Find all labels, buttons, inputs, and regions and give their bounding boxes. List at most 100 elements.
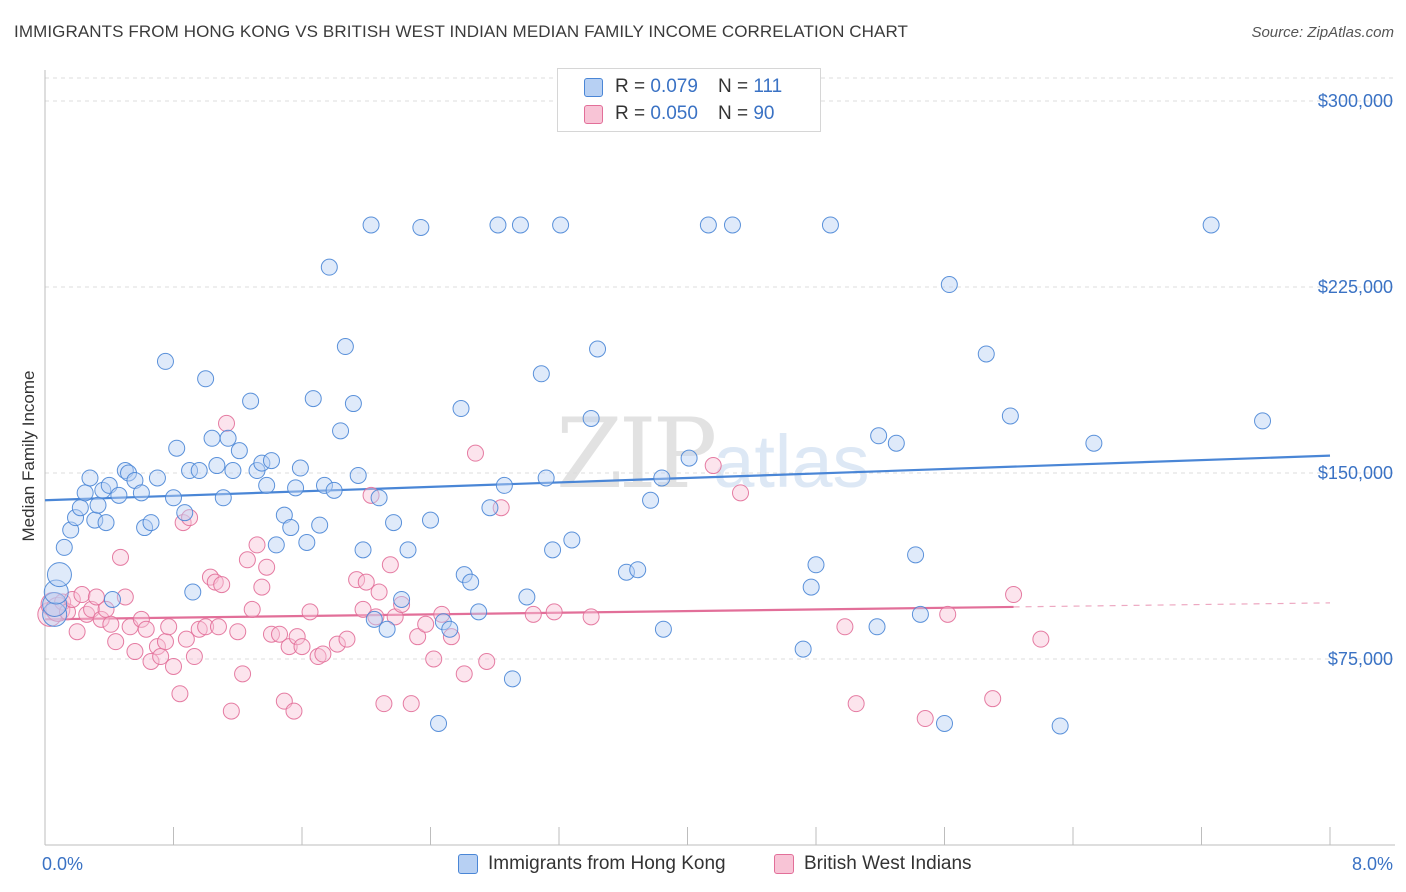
point-british-west-indians-80 xyxy=(545,603,563,621)
point-hong-kong-4 xyxy=(55,538,73,556)
point-hong-kong-46 xyxy=(287,479,305,497)
point-british-west-indians-36 xyxy=(209,618,227,636)
point-hong-kong-61 xyxy=(370,489,388,507)
point-hong-kong-102 xyxy=(887,434,905,452)
point-hong-kong-95 xyxy=(723,216,741,234)
point-hong-kong-30 xyxy=(190,462,208,480)
legend-swatch-blue xyxy=(584,77,603,97)
y-tick-label-0: $75,000 xyxy=(1328,649,1393,669)
point-hong-kong-86 xyxy=(582,409,600,427)
point-british-west-indians-66 xyxy=(381,556,399,574)
point-british-west-indians-37 xyxy=(213,576,231,594)
point-british-west-indians-51 xyxy=(285,702,303,720)
point-hong-kong-49 xyxy=(304,390,322,408)
point-hong-kong-64 xyxy=(393,590,411,608)
point-hong-kong-67 xyxy=(422,511,439,529)
point-british-west-indians-46 xyxy=(258,558,276,576)
point-british-west-indians-85 xyxy=(847,695,865,713)
x-tick-label-end: 8.0% xyxy=(1352,854,1393,874)
point-hong-kong-43 xyxy=(267,536,285,554)
point-hong-kong-55 xyxy=(336,338,354,356)
point-british-west-indians-15 xyxy=(111,548,129,566)
gridlines xyxy=(45,77,1395,660)
legend-n-label: N = xyxy=(717,76,749,97)
point-british-west-indians-89 xyxy=(1005,586,1023,604)
point-british-west-indians-68 xyxy=(393,595,411,613)
point-hong-kong-83 xyxy=(544,541,562,559)
point-british-west-indians-71 xyxy=(417,615,435,633)
watermark: ZIPatlas xyxy=(556,398,870,510)
chart-title: IMMIGRANTS FROM HONG KONG VS BRITISH WES… xyxy=(14,22,909,41)
point-hong-kong-13 xyxy=(97,514,115,532)
y-axis-label: Median Family Income xyxy=(19,370,38,541)
point-british-west-indians-40 xyxy=(229,623,247,641)
point-hong-kong-63 xyxy=(385,514,403,532)
legend-n-value-british-west-indians: 90 xyxy=(753,103,775,124)
point-british-west-indians-33 xyxy=(197,618,215,636)
point-hong-kong-35 xyxy=(219,429,237,447)
source-note: Source: ZipAtlas.com xyxy=(1251,24,1394,41)
point-british-west-indians-87 xyxy=(939,605,957,623)
point-hong-kong-24 xyxy=(156,352,174,370)
point-hong-kong-23 xyxy=(148,469,166,487)
point-british-west-indians-76 xyxy=(466,444,484,462)
point-hong-kong-84 xyxy=(552,216,570,234)
point-british-west-indians-6 xyxy=(68,623,86,641)
point-hong-kong-97 xyxy=(802,578,820,596)
point-british-west-indians-75 xyxy=(455,665,473,683)
point-hong-kong-58 xyxy=(354,541,372,559)
point-hong-kong-27 xyxy=(176,504,194,522)
point-british-west-indians-77 xyxy=(478,652,496,670)
point-hong-kong-1 xyxy=(42,591,68,617)
trend-line-extension-british-west-indians xyxy=(1013,602,1331,608)
point-hong-kong-93 xyxy=(680,449,698,467)
point-hong-kong-89 xyxy=(629,561,647,579)
point-british-west-indians-41 xyxy=(234,665,252,683)
stats-legend: R = 0.079 N = 111 R = 0.050 N = 90 xyxy=(557,68,821,132)
point-hong-kong-54 xyxy=(332,422,350,440)
point-hong-kong-68 xyxy=(430,714,448,732)
y-tick-label-2: $225,000 xyxy=(1318,277,1393,297)
trend-line-british-west-indians xyxy=(44,605,1014,621)
point-hong-kong-40 xyxy=(253,454,271,472)
point-hong-kong-106 xyxy=(936,714,953,732)
point-british-west-indians-44 xyxy=(248,536,266,554)
point-hong-kong-87 xyxy=(589,340,607,358)
point-hong-kong-47 xyxy=(291,459,309,477)
point-hong-kong-71 xyxy=(452,400,470,418)
point-hong-kong-42 xyxy=(262,452,280,470)
bottom-legend-label-hong-kong: Immigrants from Hong Kong xyxy=(488,853,726,874)
point-british-west-indians-64 xyxy=(370,583,388,601)
point-british-west-indians-55 xyxy=(309,648,327,666)
point-hong-kong-52 xyxy=(320,258,338,276)
point-hong-kong-38 xyxy=(242,392,260,410)
point-british-west-indians-7 xyxy=(73,586,91,604)
y-tick-label-3: $300,000 xyxy=(1318,91,1393,111)
point-british-west-indians-22 xyxy=(148,638,166,656)
trend-lines xyxy=(44,454,1331,621)
point-british-west-indians-61 xyxy=(357,573,375,591)
legend-n-label: N = xyxy=(717,103,749,124)
point-hong-kong-98 xyxy=(807,556,825,574)
point-hong-kong-105 xyxy=(940,276,958,294)
point-hong-kong-3 xyxy=(46,562,72,588)
point-hong-kong-29 xyxy=(184,583,202,601)
legend-r-label: R = xyxy=(615,103,646,124)
point-hong-kong-73 xyxy=(462,573,480,591)
point-british-west-indians-65 xyxy=(375,695,393,713)
axes xyxy=(44,70,1395,846)
point-british-west-indians-39 xyxy=(222,702,240,720)
point-british-west-indians-30 xyxy=(181,509,199,527)
point-hong-kong-101 xyxy=(870,427,888,445)
legend-swatch-pink xyxy=(584,104,603,124)
point-hong-kong-28 xyxy=(181,462,199,480)
point-hong-kong-62 xyxy=(378,620,396,638)
point-british-west-indians-63 xyxy=(367,608,385,626)
point-hong-kong-51 xyxy=(315,476,333,494)
point-hong-kong-56 xyxy=(344,395,362,413)
point-british-west-indians-42 xyxy=(238,551,256,569)
legend-r-label: R = xyxy=(615,76,646,97)
point-hong-kong-50 xyxy=(311,516,329,534)
point-british-west-indians-84 xyxy=(836,618,854,636)
point-british-west-indians-79 xyxy=(524,605,542,623)
